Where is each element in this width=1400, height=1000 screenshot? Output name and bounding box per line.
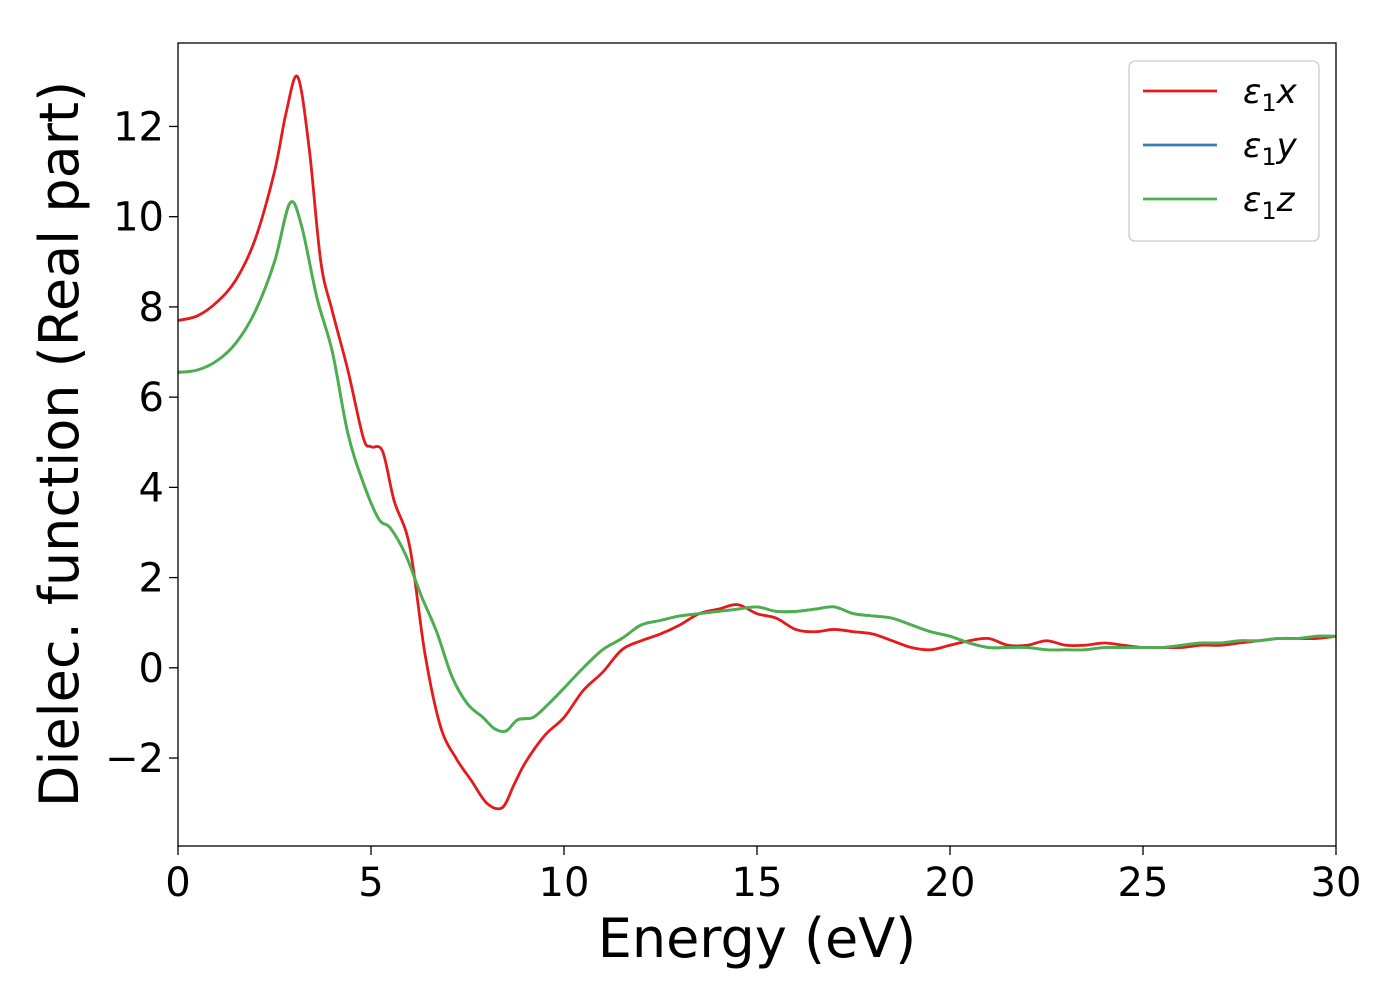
legend-component: z <box>1276 180 1296 220</box>
y-tick-label: 4 <box>139 465 164 511</box>
x-axis: 0 5 10 15 20 25 30 <box>165 846 1361 906</box>
y-tick-label: −2 <box>105 736 164 782</box>
y-tick-label: 10 <box>113 195 164 241</box>
x-tick-label: 10 <box>539 860 590 906</box>
legend-label-y: ε1y <box>1243 126 1298 171</box>
y-axis: −2 0 2 4 6 8 10 12 <box>105 104 178 782</box>
y-tick-label: 2 <box>139 556 164 602</box>
legend-label-x: ε1x <box>1243 72 1298 117</box>
x-tick-label: 15 <box>732 860 783 906</box>
legend-symbol: ε <box>1243 72 1261 112</box>
y-axis-title: Dielec. function (Real part) <box>28 81 91 807</box>
series-layer <box>178 74 1336 811</box>
legend-component: y <box>1276 126 1298 166</box>
y-tick-label: 0 <box>139 646 164 692</box>
x-tick-label: 30 <box>1311 860 1362 906</box>
series-line-z <box>178 200 1336 733</box>
legend-subscript: 1 <box>1261 197 1276 225</box>
x-tick-label: 25 <box>1118 860 1169 906</box>
legend-subscript: 1 <box>1261 89 1276 117</box>
x-tick-label: 0 <box>165 860 190 906</box>
legend-component: x <box>1276 72 1298 112</box>
series-line-x <box>178 74 1336 811</box>
x-tick-label: 20 <box>925 860 976 906</box>
series-line-y <box>178 200 1336 733</box>
legend-subscript: 1 <box>1261 143 1276 171</box>
y-tick-label: 8 <box>139 285 164 331</box>
legend-box <box>1128 60 1320 242</box>
y-tick-label: 12 <box>113 104 164 150</box>
legend-symbol: ε <box>1243 180 1261 220</box>
x-axis-title: Energy (eV) <box>598 907 917 970</box>
x-tick-label: 5 <box>358 860 383 906</box>
legend-label-z: ε1z <box>1243 180 1296 225</box>
y-tick-label: 6 <box>139 375 164 421</box>
legend-symbol: ε <box>1243 126 1261 166</box>
